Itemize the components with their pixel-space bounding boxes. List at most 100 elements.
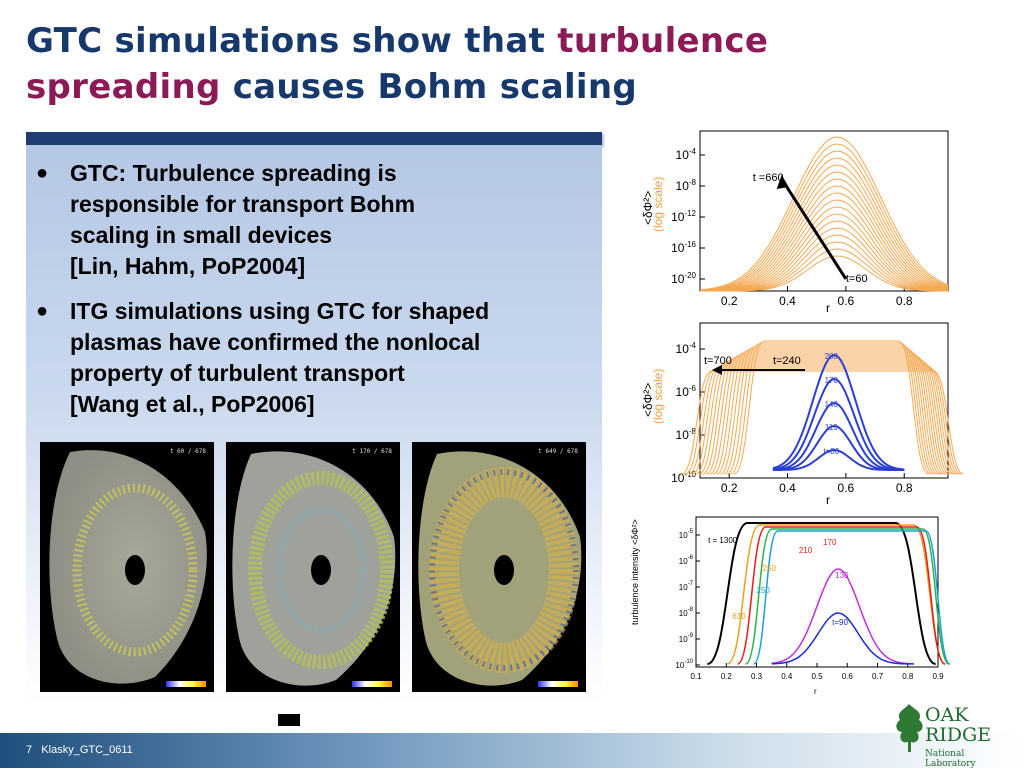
y-tick-label: 10-6 [676, 384, 697, 399]
bullet-line: plasmas have confirmed the nonlocal [70, 329, 481, 355]
orange-curve [700, 255, 948, 292]
series-label: 250 [763, 564, 777, 573]
x-tick-label: 0.7 [872, 672, 884, 681]
series-line [771, 568, 914, 665]
bullet-item: ● ITG simulations using GTC for shaped p… [30, 296, 600, 420]
x-tick-label: 0.2 [721, 294, 738, 308]
orange-curve [699, 178, 949, 292]
x-tick-label: 0.4 [779, 294, 796, 308]
x-tick-label: 0.5 [811, 672, 823, 681]
series-label: 210 [799, 546, 813, 555]
orange-curve [700, 185, 949, 292]
y-tick-label: 10-16 [671, 240, 696, 255]
orange-curve [723, 346, 936, 475]
arrow-head [712, 365, 722, 375]
slide-title: GTC simulations show that turbulence spre… [26, 18, 986, 110]
orange-curve [702, 358, 950, 475]
simulation-panel-middle: t 170 / 678 [226, 442, 400, 692]
series-label: 250 [757, 586, 771, 595]
footer-code: Klasky_GTC_0611 [41, 744, 133, 756]
annotation-t660: t =660 [753, 172, 784, 184]
series-label: 200 [825, 352, 839, 361]
series-label: 170 [825, 376, 839, 385]
title-part1: GTC simulations show that [26, 21, 558, 61]
logo-line3: National Laboratory [925, 749, 976, 769]
orange-curve [699, 192, 949, 292]
x-tick-label: 0.2 [721, 481, 738, 495]
plasma-cross-section-image [49, 450, 207, 684]
x-tick-label: 0.4 [781, 672, 793, 681]
x-tick-label: 0.6 [842, 672, 854, 681]
x-tick-label: 0.6 [838, 481, 855, 495]
blue-curve [772, 353, 905, 471]
orange-curve [730, 342, 931, 475]
y-tick-label: 10-6 [679, 555, 694, 566]
y-axis-note: (log scale) [651, 177, 665, 232]
orange-curve [712, 352, 943, 475]
y-tick-label: 10-10 [671, 470, 696, 485]
orange-curve [705, 356, 948, 475]
blue-curve [772, 377, 905, 471]
logo-line1: OAK [925, 704, 969, 726]
y-tick-label: 10-5 [679, 529, 694, 540]
x-tick-label: 0.6 [838, 294, 855, 308]
oak-leaf-icon [896, 704, 923, 752]
series-line [752, 530, 951, 665]
bullet-line: responsible for transport Bohm [70, 191, 416, 217]
orange-curve [699, 143, 949, 291]
colorbar [166, 681, 206, 687]
x-tick-label: 0.9 [932, 672, 944, 681]
logo-line2: RIDGE [925, 724, 992, 746]
orange-curve [719, 348, 938, 475]
time-label: t 60 / 678 [169, 448, 206, 455]
plasma-cross-section-image [418, 451, 582, 686]
simulation-panel-early: t 60 / 678 [40, 442, 214, 692]
footer-bar [0, 733, 1024, 768]
series-label: 110 [825, 423, 838, 432]
x-tick-label: 0.8 [902, 672, 914, 681]
chart-spreading-time-evolution: <δΦ²> (log scale) r 0.2 0.4 0.6 0.8 10-4 10-8… [640, 128, 960, 318]
orange-curve [699, 164, 949, 292]
x-tick-label: 0.8 [896, 481, 913, 495]
footer-text: 7 Klasky_GTC_0611 [26, 744, 133, 756]
title-rule [26, 132, 602, 145]
chart-2-svg: <δΦ²> (log scale) r 0.2 0.4 0.6 0.8 10-4 10-6… [641, 322, 964, 507]
orange-curve [733, 340, 929, 475]
series-label: t = 1300 [708, 536, 738, 545]
blue-curve [772, 401, 905, 471]
colorbar [538, 681, 578, 687]
black-marker [278, 714, 300, 726]
series-label: 170 [823, 538, 837, 547]
page-number: 7 [26, 744, 33, 756]
y-tick-label: 10-9 [679, 633, 694, 644]
bullet-line: property of turbulent transport [70, 360, 405, 386]
y-tick-label: 10-4 [676, 341, 697, 356]
annotation-t700: t=700 [704, 355, 732, 367]
chart-1-svg: <δΦ²> (log scale) r 0.2 0.4 0.6 0.8 10-4 10-8… [641, 130, 949, 315]
bullet-line: [Lin, Hahm, PoP2004] [70, 253, 306, 279]
y-axis-note: (log scale) [651, 369, 665, 424]
series-line [771, 612, 914, 665]
x-tick-label: 0.8 [896, 294, 913, 308]
chart-turbulence-intensity: turbulence intensity <δΦ²> r 0.1 0.2 0.3 0.… [630, 512, 960, 697]
orange-curve [709, 354, 945, 475]
x-axis-label: r [814, 687, 817, 696]
bullet-line: ITG simulations using GTC for shaped [70, 298, 490, 324]
y-tick-label: 10-20 [671, 271, 696, 286]
annotation-t240: t=240 [773, 355, 801, 367]
bullet-line: scaling in small devices [70, 222, 333, 248]
y-axis-label: <δΦ²> [641, 191, 655, 225]
x-tick-label: 0.4 [779, 481, 796, 495]
orange-curve [726, 344, 934, 475]
orange-curve [695, 362, 955, 475]
y-tick-label: 10-12 [671, 209, 696, 224]
colorbar [352, 681, 392, 687]
x-tick-label: 0.1 [690, 672, 702, 681]
title-part2: causes Bohm scaling [220, 67, 638, 107]
orange-curve [698, 360, 952, 475]
arrow-head [776, 175, 789, 189]
title-highlight-spreading: spreading [26, 67, 221, 107]
series-label: 130 [835, 571, 849, 580]
y-tick-label: 10-8 [676, 178, 697, 193]
series-line [707, 522, 937, 665]
